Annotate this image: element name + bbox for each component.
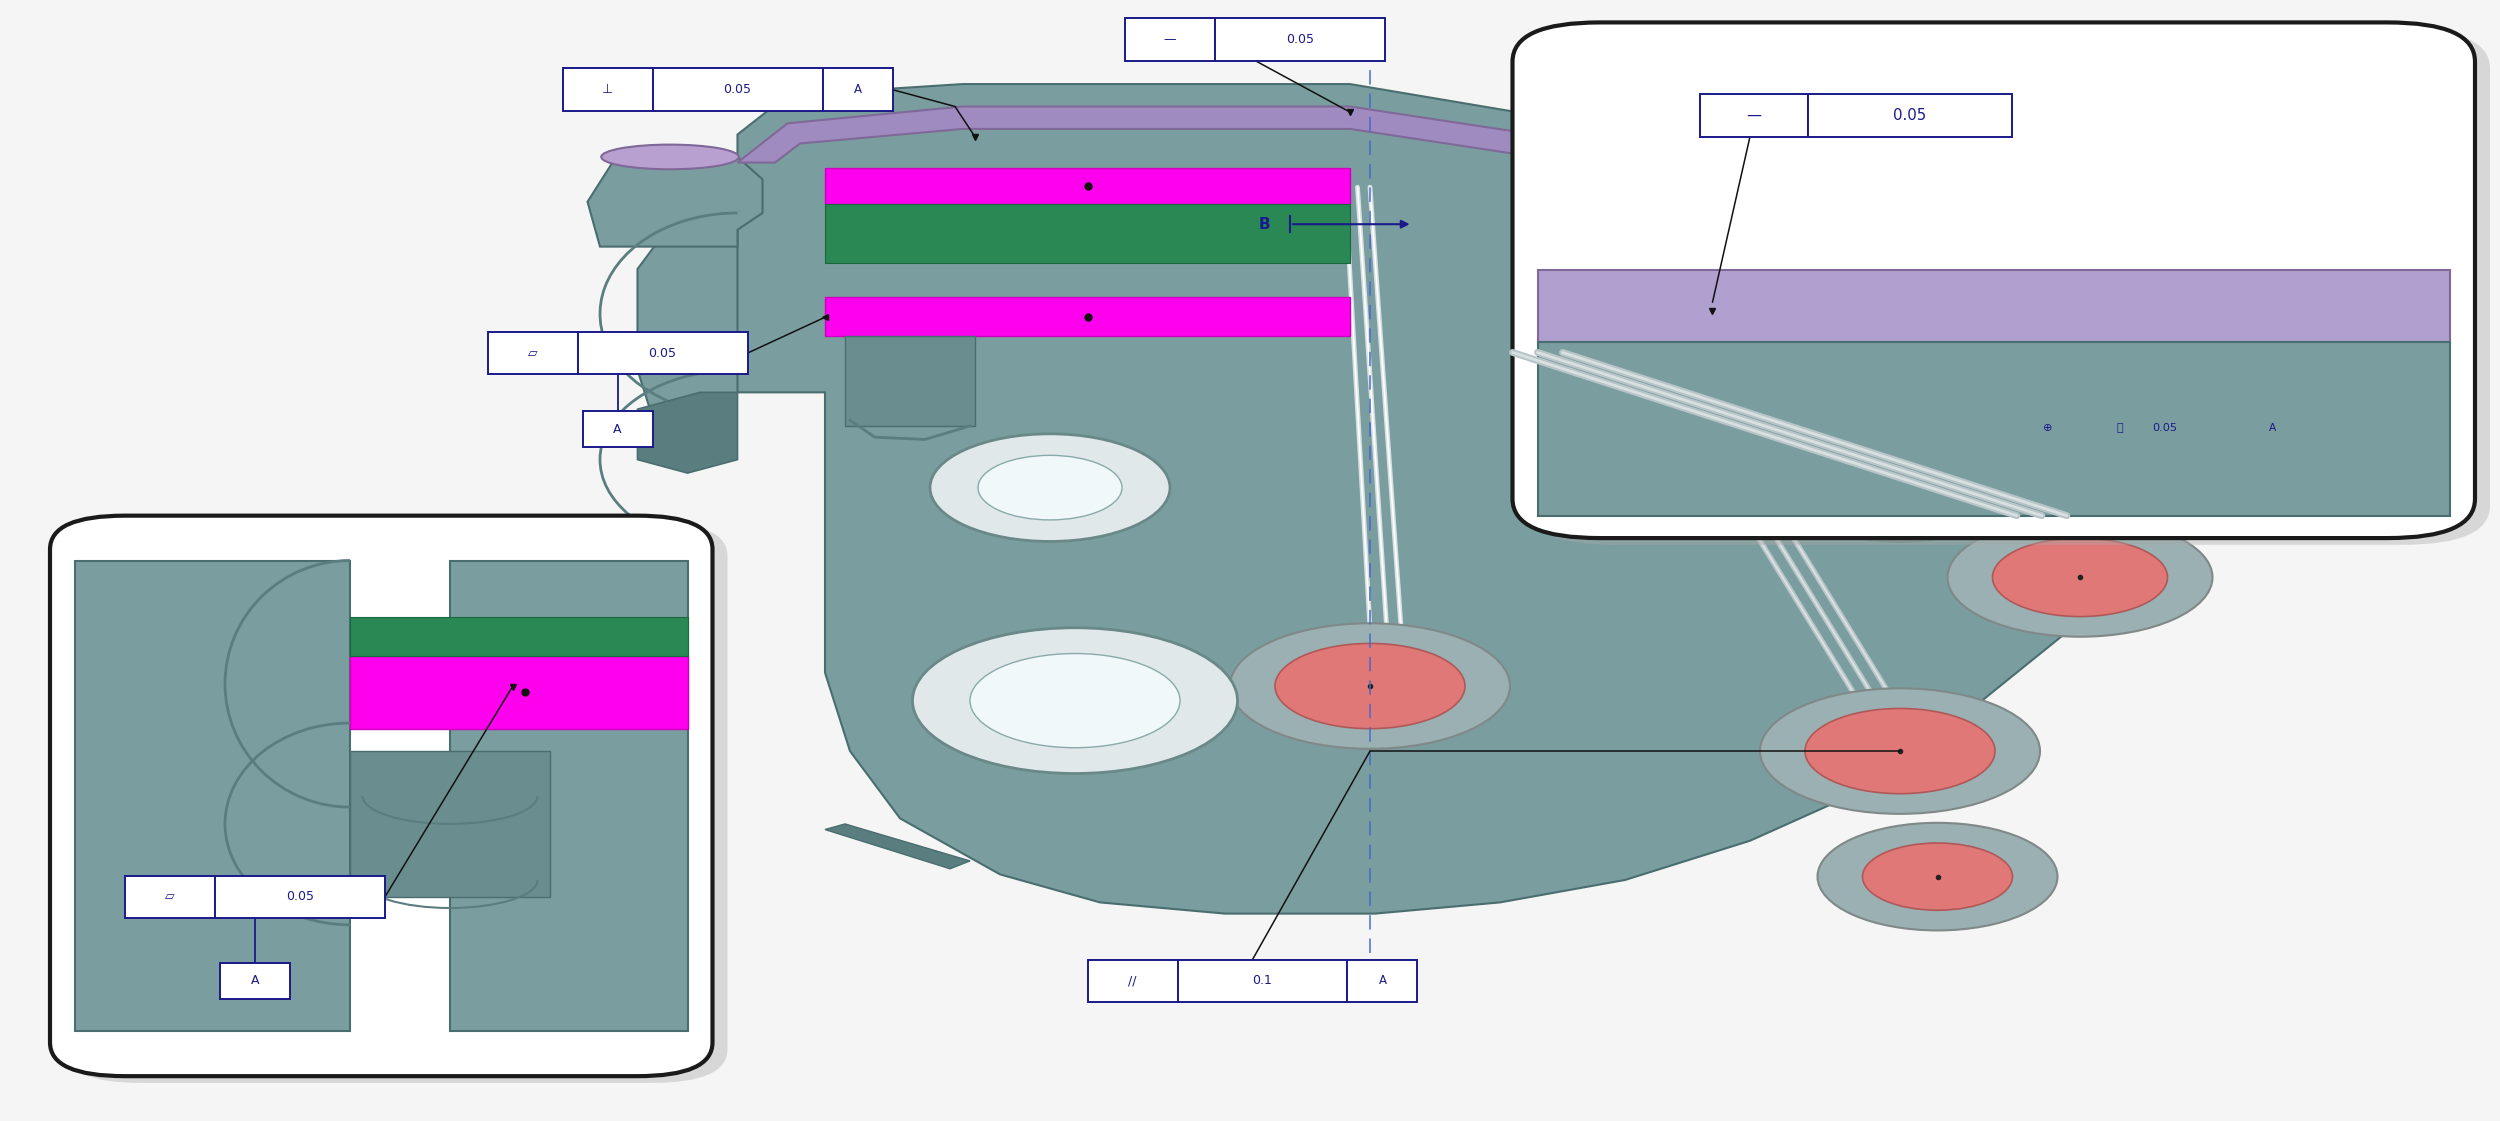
FancyBboxPatch shape xyxy=(1808,94,2013,137)
Text: 0.05: 0.05 xyxy=(722,83,752,96)
Circle shape xyxy=(1780,434,2020,541)
Text: —: — xyxy=(1748,108,1762,122)
FancyBboxPatch shape xyxy=(1125,18,1215,61)
FancyBboxPatch shape xyxy=(1512,22,2475,538)
FancyBboxPatch shape xyxy=(1528,29,2490,545)
Text: 0.1: 0.1 xyxy=(1252,974,1272,988)
Circle shape xyxy=(1828,455,1973,520)
Circle shape xyxy=(1230,623,1510,749)
Text: 44.63°: 44.63° xyxy=(1520,278,1540,316)
Circle shape xyxy=(970,654,1180,748)
Text: //: // xyxy=(1128,974,1138,988)
Polygon shape xyxy=(75,560,350,1031)
Circle shape xyxy=(1275,643,1465,729)
Polygon shape xyxy=(350,617,688,656)
Text: A: A xyxy=(250,974,260,988)
Text: 0.05: 0.05 xyxy=(2152,424,2178,433)
Text: A: A xyxy=(612,423,622,436)
Polygon shape xyxy=(1538,342,2450,516)
Polygon shape xyxy=(825,168,1350,204)
Polygon shape xyxy=(825,204,1350,263)
FancyBboxPatch shape xyxy=(2008,407,2088,450)
Text: ▱: ▱ xyxy=(528,346,538,360)
FancyBboxPatch shape xyxy=(488,332,578,374)
Text: B: B xyxy=(1258,216,1270,232)
FancyBboxPatch shape xyxy=(65,522,727,1083)
Text: A: A xyxy=(1378,974,1388,988)
FancyBboxPatch shape xyxy=(822,68,892,111)
Circle shape xyxy=(978,455,1122,520)
FancyBboxPatch shape xyxy=(582,411,652,447)
FancyBboxPatch shape xyxy=(1348,960,1417,1002)
Polygon shape xyxy=(1538,270,2450,342)
Text: Ø 22: Ø 22 xyxy=(2013,386,2042,399)
Circle shape xyxy=(912,628,1238,773)
FancyBboxPatch shape xyxy=(1088,960,1178,1002)
FancyBboxPatch shape xyxy=(220,963,290,999)
Text: ⊥: ⊥ xyxy=(602,83,612,96)
FancyBboxPatch shape xyxy=(1700,94,1808,137)
Polygon shape xyxy=(725,84,2212,914)
Polygon shape xyxy=(588,146,762,247)
Text: -0.01: -0.01 xyxy=(2108,396,2132,405)
Text: 0.05: 0.05 xyxy=(1285,33,1315,46)
FancyBboxPatch shape xyxy=(50,516,712,1076)
Text: 0.05: 0.05 xyxy=(648,346,678,360)
Circle shape xyxy=(1862,843,2013,910)
Text: Ⓜ: Ⓜ xyxy=(2118,424,2122,433)
FancyBboxPatch shape xyxy=(125,876,215,918)
Text: 0.05: 0.05 xyxy=(285,890,315,904)
Polygon shape xyxy=(350,751,550,897)
Ellipse shape xyxy=(602,145,740,169)
Text: A: A xyxy=(2270,424,2278,433)
Circle shape xyxy=(1818,823,2058,930)
Polygon shape xyxy=(825,824,970,869)
Text: ⊕: ⊕ xyxy=(2042,424,2052,433)
Text: ▱: ▱ xyxy=(165,890,175,904)
Circle shape xyxy=(1948,518,2212,637)
FancyBboxPatch shape xyxy=(1178,960,1348,1002)
FancyBboxPatch shape xyxy=(2088,407,2242,450)
FancyBboxPatch shape xyxy=(2242,407,2305,450)
FancyBboxPatch shape xyxy=(562,68,652,111)
Polygon shape xyxy=(1550,159,2200,381)
Polygon shape xyxy=(450,560,688,1031)
Circle shape xyxy=(1992,538,2168,617)
FancyBboxPatch shape xyxy=(578,332,748,374)
FancyBboxPatch shape xyxy=(1215,18,1385,61)
Polygon shape xyxy=(845,336,975,426)
Circle shape xyxy=(1760,688,2040,814)
Circle shape xyxy=(930,434,1170,541)
Circle shape xyxy=(1805,708,1995,794)
Text: 0.05: 0.05 xyxy=(1892,108,1928,122)
Text: +0.05: +0.05 xyxy=(2108,371,2138,380)
Text: —: — xyxy=(1165,33,1177,46)
Polygon shape xyxy=(350,656,688,729)
Text: A: A xyxy=(853,83,862,96)
Polygon shape xyxy=(638,230,738,415)
Polygon shape xyxy=(638,392,738,473)
Text: ▼40: ▼40 xyxy=(2200,380,2225,393)
FancyBboxPatch shape xyxy=(652,68,822,111)
FancyBboxPatch shape xyxy=(215,876,385,918)
Polygon shape xyxy=(825,297,1350,336)
Polygon shape xyxy=(738,106,1550,163)
